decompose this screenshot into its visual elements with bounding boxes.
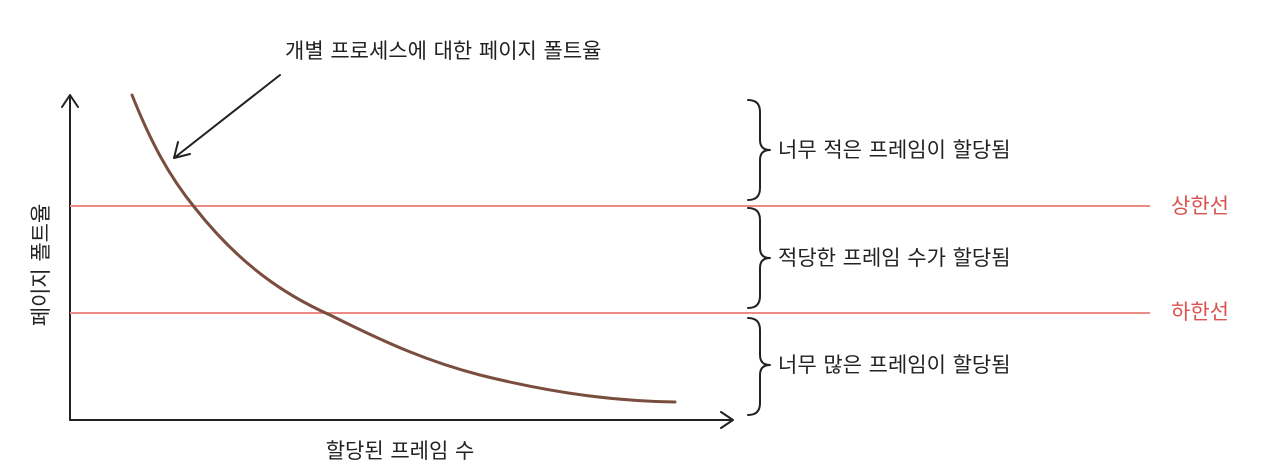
x-axis [69,411,734,429]
lower-threshold-label: 하한선 [1171,300,1229,324]
annotation: 개별 프로세스에 대한 페이지 폴트율 [285,39,602,63]
y-axis-label: 페이지 폴트율 [29,204,53,327]
annotation-arrow [173,74,281,159]
y-axis [61,94,79,421]
x-axis-label: 할당된 프레임 수 [326,439,475,463]
brace [747,207,771,309]
region-label: 너무 많은 프레임이 할당됨 [778,353,1011,377]
region-label: 너무 적은 프레임이 할당됨 [778,138,1011,162]
upper-threshold-label: 상한선 [1171,194,1229,218]
region-label: 적당한 프레임 수가 할당됨 [778,246,1011,270]
brace [747,317,771,416]
brace [747,99,771,201]
fault-rate-curve [130,93,677,404]
